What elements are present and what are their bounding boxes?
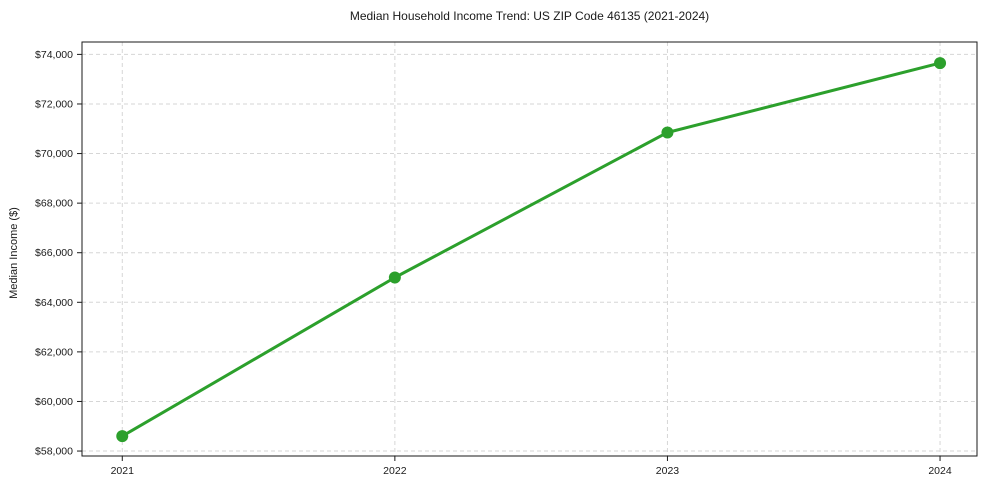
data-point-2022 [388, 271, 401, 284]
data-point-2024 [934, 57, 947, 70]
trend-line [120, 61, 942, 438]
x-tick-label: 2021 [111, 465, 135, 477]
y-tick-label: $60,000 [35, 396, 73, 408]
y-tick-label: $58,000 [35, 446, 73, 458]
x-tick-label: 2022 [383, 465, 407, 477]
y-tick-label: $74,000 [35, 49, 73, 61]
y-tick-label: $64,000 [35, 297, 73, 309]
data-point-2021 [116, 430, 129, 443]
y-tick-label: $72,000 [35, 98, 73, 110]
y-tick-label: $66,000 [35, 247, 73, 259]
y-tick-label: $68,000 [35, 198, 73, 210]
y-tick-label: $62,000 [35, 346, 73, 358]
x-tick-label: 2023 [656, 465, 680, 477]
y-tick-label: $70,000 [35, 148, 73, 160]
x-tick-label: 2024 [928, 465, 952, 477]
y-axis-label-text: Median Income ($) [8, 207, 20, 299]
data-point-2023 [661, 126, 674, 139]
plot-border [81, 41, 978, 457]
chart-title: Median Household Income Trend: US ZIP Co… [349, 9, 710, 23]
